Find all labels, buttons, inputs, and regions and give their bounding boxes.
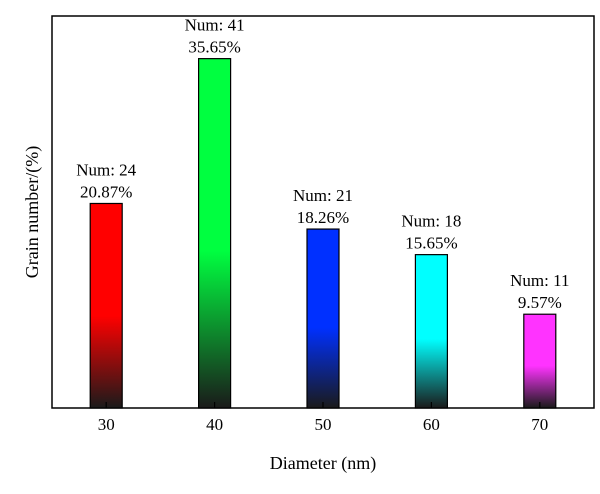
x-ticks-group: 30 40 50 60 70 [98, 402, 548, 434]
x-axis-label: Diameter (nm) [270, 453, 376, 474]
data-label-count-60: Num: 18 [401, 212, 461, 231]
data-label-count-70: Num: 11 [510, 271, 569, 290]
y-axis-label: Grain number/(%) [22, 146, 43, 278]
data-label-percent-60: 15.65% [405, 234, 457, 253]
bar-70 [523, 313, 557, 409]
bars-group [89, 58, 557, 409]
x-tick-label-40: 40 [206, 415, 223, 434]
x-tick-label-50: 50 [315, 415, 332, 434]
x-tick-label-30: 30 [98, 415, 115, 434]
data-labels-group: Num: 24 20.87% Num: 41 35.65% Num: 21 18.26% N… [76, 16, 569, 313]
data-label-count-40: Num: 41 [185, 16, 245, 35]
bar-50 [306, 228, 340, 409]
bar-30 [89, 202, 123, 409]
data-label-percent-50: 18.26% [297, 208, 349, 227]
data-label-percent-70: 9.57% [518, 293, 562, 312]
x-tick-label-60: 60 [423, 415, 440, 434]
data-label-count-30: Num: 24 [76, 160, 136, 179]
data-label-percent-30: 20.87% [80, 182, 132, 201]
data-label-count-50: Num: 21 [293, 186, 353, 205]
data-label-percent-40: 35.65% [188, 38, 240, 57]
bar-40 [198, 58, 232, 409]
x-tick-label-70: 70 [531, 415, 548, 434]
bar-60 [414, 254, 448, 409]
